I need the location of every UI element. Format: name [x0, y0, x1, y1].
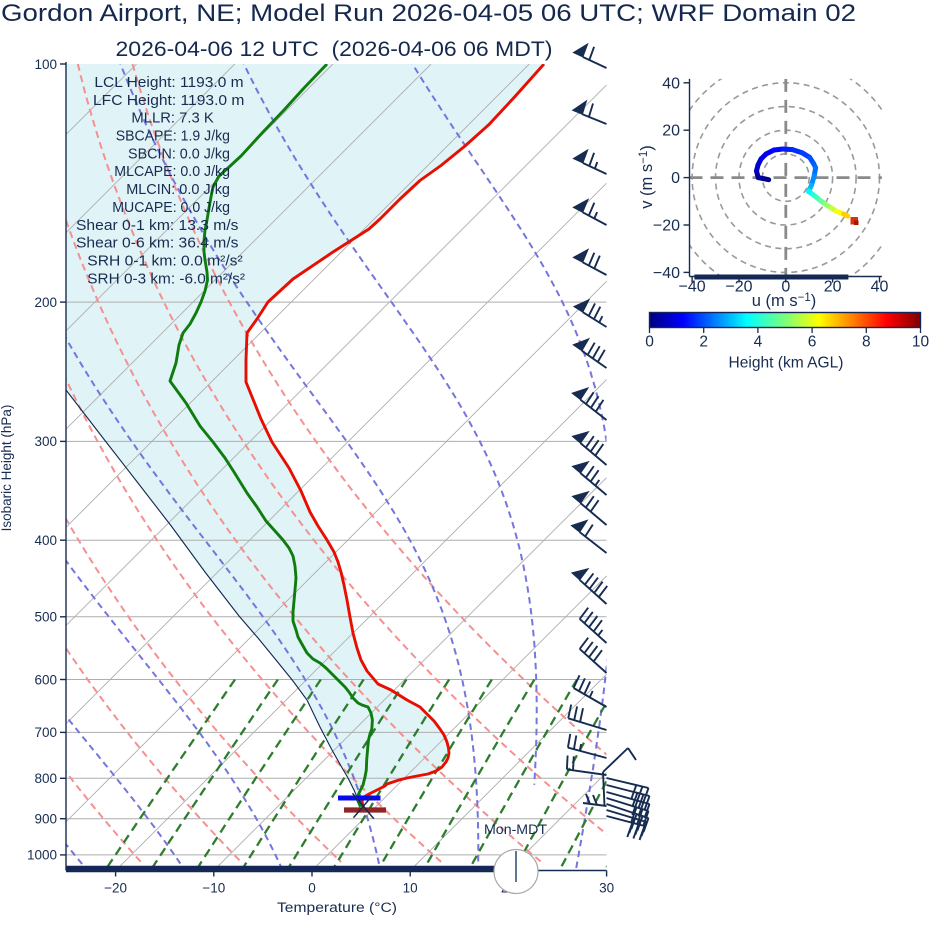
- svg-text:SBCAPE: 1.9 J/kg: SBCAPE: 1.9 J/kg: [116, 129, 230, 145]
- svg-text:10: 10: [403, 881, 418, 896]
- svg-text:LCL Height: 1193.0 m: LCL Height: 1193.0 m: [94, 75, 243, 91]
- svg-text:400: 400: [34, 533, 57, 548]
- svg-text:30: 30: [599, 881, 614, 896]
- svg-text:300: 300: [34, 434, 57, 449]
- svg-text:6: 6: [808, 334, 817, 351]
- svg-text:−40: −40: [653, 265, 680, 282]
- svg-text:−20: −20: [725, 279, 752, 296]
- svg-text:2026-04-06 12 UTC (2026-04-06: 2026-04-06 12 UTC (2026-04-06 06 MDT): [116, 38, 553, 61]
- svg-text:2: 2: [699, 334, 708, 351]
- svg-text:−40: −40: [679, 279, 706, 296]
- svg-text:SRH 0-1 km: 0.0 m²/s²: SRH 0-1 km: 0.0 m²/s²: [87, 254, 243, 270]
- svg-text:10: 10: [912, 334, 929, 351]
- svg-text:−20: −20: [104, 881, 127, 896]
- svg-text:8: 8: [862, 334, 871, 351]
- svg-text:700: 700: [34, 725, 57, 740]
- svg-text:−10: −10: [202, 881, 225, 896]
- svg-text:MUCAPE: 0.0 J/kg: MUCAPE: 0.0 J/kg: [112, 200, 230, 216]
- svg-text:40: 40: [662, 75, 680, 92]
- svg-text:20: 20: [662, 123, 680, 140]
- svg-text:0: 0: [308, 881, 316, 896]
- svg-text:MLCAPE: 0.0 J/kg: MLCAPE: 0.0 J/kg: [114, 164, 230, 180]
- svg-text:800: 800: [34, 771, 57, 786]
- svg-text:SBCIN: 0.0 J/kg: SBCIN: 0.0 J/kg: [128, 146, 230, 162]
- svg-text:40: 40: [871, 279, 889, 296]
- svg-text:0: 0: [671, 170, 680, 187]
- svg-text:Shear 0-6 km: 36.4 m/s: Shear 0-6 km: 36.4 m/s: [76, 236, 239, 252]
- svg-text:Temperature (°C): Temperature (°C): [277, 900, 397, 915]
- svg-text:100: 100: [34, 57, 57, 72]
- svg-text:LFC Height: 1193.0 m: LFC Height: 1193.0 m: [93, 93, 244, 109]
- svg-text:Isobaric Height (hPa): Isobaric Height (hPa): [0, 405, 14, 532]
- svg-text:1000: 1000: [27, 848, 57, 863]
- svg-text:MLCIN: 0.0 J/kg: MLCIN: 0.0 J/kg: [126, 182, 230, 198]
- svg-text:Shear 0-1 km: 13.3 m/s: Shear 0-1 km: 13.3 m/s: [76, 218, 239, 234]
- svg-text:0: 0: [645, 334, 654, 351]
- svg-text:20: 20: [824, 279, 842, 296]
- svg-text:−20: −20: [653, 218, 680, 235]
- svg-text:Mon-MDT: Mon-MDT: [484, 822, 547, 837]
- svg-text:0: 0: [781, 279, 790, 296]
- svg-text:4: 4: [754, 334, 763, 351]
- svg-text:500: 500: [34, 610, 57, 625]
- svg-text:Height (km AGL): Height (km AGL): [729, 355, 844, 372]
- svg-text:MLLR: 7.3 K: MLLR: 7.3 K: [131, 111, 214, 127]
- svg-text:Gordon Airport, NE; Model Run: Gordon Airport, NE; Model Run 2026-04-05…: [1, 0, 856, 27]
- svg-text:600: 600: [34, 672, 57, 687]
- svg-text:900: 900: [34, 812, 57, 827]
- svg-text:200: 200: [34, 295, 57, 310]
- svg-text:SRH 0-3 km: -6.0 m²/s²: SRH 0-3 km: -6.0 m²/s²: [87, 271, 245, 287]
